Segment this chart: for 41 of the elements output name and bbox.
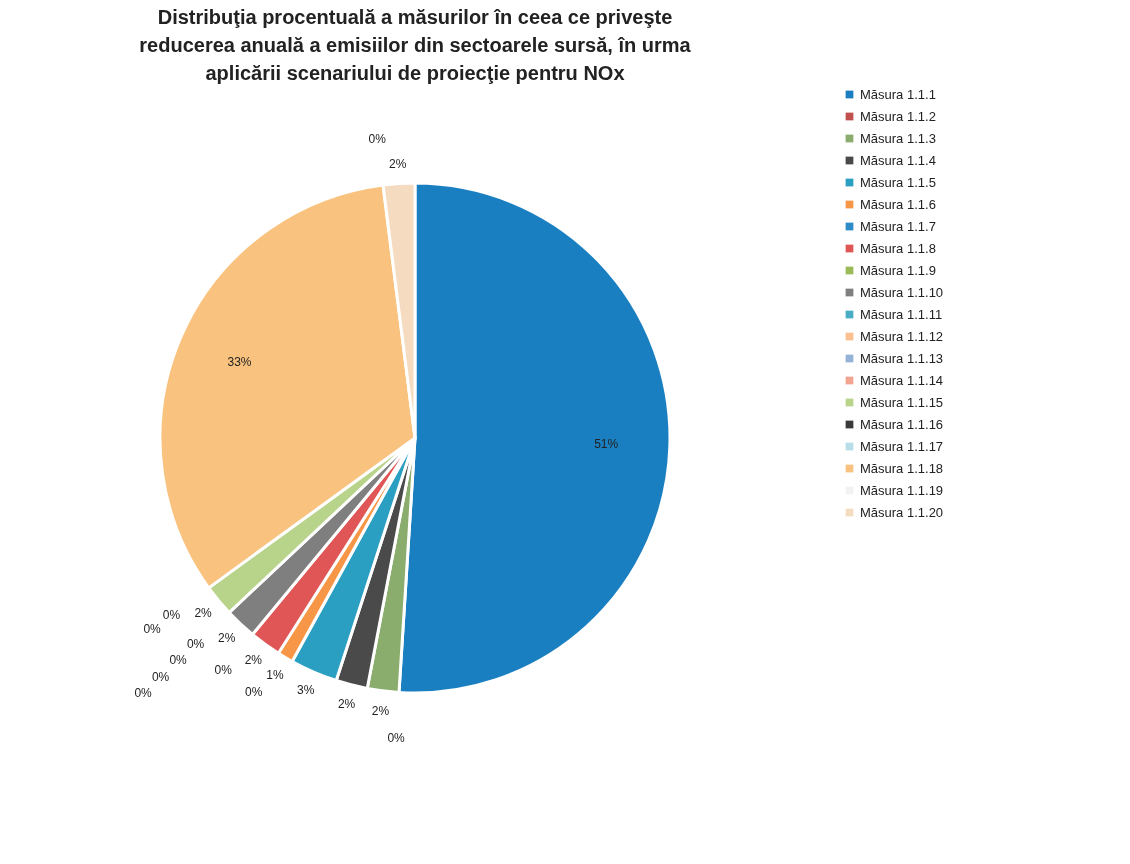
text: 0% [387,731,405,746]
legend-label: Măsura 1.1.11 [860,306,943,322]
text: 0% [151,669,170,684]
text: 0% [169,653,187,668]
data-label: 1% [266,667,285,682]
data-label: 51% [594,437,619,452]
legend-label: Măsura 1.1.7 [860,218,936,234]
legend-label: Măsura 1.1.4 [860,152,936,168]
legend-label: Măsura 1.1.10 [860,284,944,300]
legend-label: Măsura 1.1.8 [860,240,936,256]
text: 0% [186,637,205,652]
legend-label: Măsura 1.1.19 [860,482,944,498]
data-label: 2% [244,653,263,668]
legend-label: Măsura 1.1.3 [860,130,936,146]
data-label: 2% [218,631,236,646]
text: 0% [162,607,181,622]
text: 0% [214,662,232,677]
text: 0% [143,622,161,637]
data-label: 3% [297,683,315,698]
text: 0% [245,685,263,700]
legend-label: Măsura 1.1.6 [860,196,936,212]
text: 0% [368,132,386,147]
legend-label: Măsura 1.1.1 [860,86,936,102]
text: 0% [134,686,152,701]
legend-label: Măsura 1.1.9 [860,262,936,278]
data-label: 2% [371,703,390,718]
legend-label: Măsura 1.1.16 [860,416,944,432]
chart-title: Distribuţia procentuală a măsurilor în ceea ce priveşte reducerea anuală a emisiilor din sectoarele sursă, în urma aplicării scenariului de proiecţie pentru NOx [139,6,692,84]
legend-label: Măsura 1.1.13 [860,350,944,366]
legend-label: Măsura 1.1.5 [860,174,936,190]
legend-label: Măsura 1.1.17 [860,438,944,454]
data-label: 2% [194,606,213,621]
legend-label: Măsura 1.1.20 [860,504,944,520]
legend-label: Măsura 1.1.18 [860,460,944,476]
data-label: 2% [337,697,356,712]
legend-label: Măsura 1.1.15 [860,394,944,410]
legend-label: Măsura 1.1.14 [860,372,944,388]
data-label: 2% [389,156,407,171]
legend-label: Măsura 1.1.2 [860,108,936,124]
data-label: 33% [227,355,252,370]
legend-label: Măsura 1.1.12 [860,328,944,344]
